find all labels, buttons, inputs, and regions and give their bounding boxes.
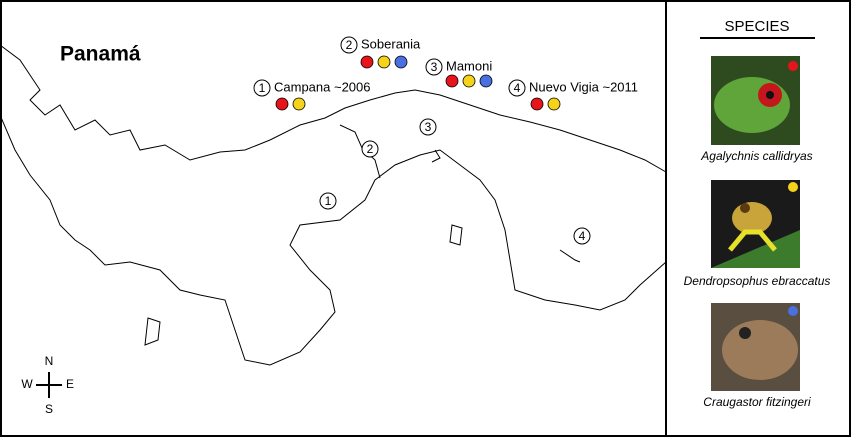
species-dot bbox=[292, 97, 306, 111]
site-number-circle bbox=[425, 58, 443, 76]
site-label: Campana ~2006 bbox=[274, 79, 371, 94]
site-number: 4 bbox=[579, 229, 586, 243]
species-dot bbox=[547, 97, 561, 111]
species-dot bbox=[788, 182, 798, 192]
site-number-circle bbox=[319, 192, 337, 210]
species-name: Craugastor fitzingeri bbox=[703, 395, 811, 409]
species-dot bbox=[377, 55, 391, 69]
compass-west: W bbox=[21, 377, 33, 391]
species-name: Dendropsophus ebraccatus bbox=[684, 274, 831, 288]
site-number: 1 bbox=[259, 81, 266, 95]
site-label: Soberania bbox=[361, 36, 421, 51]
site-number-circle bbox=[253, 79, 271, 97]
compass-south: S bbox=[45, 402, 53, 416]
site-number: 3 bbox=[425, 120, 432, 134]
site-number-circle bbox=[361, 140, 379, 158]
site-label: Mamoni bbox=[446, 58, 492, 73]
site-number: 4 bbox=[514, 81, 521, 95]
species-name: Agalychnis callidryas bbox=[700, 149, 812, 163]
compass-north: N bbox=[45, 354, 54, 368]
species-dot bbox=[394, 55, 408, 69]
site-number-circle bbox=[419, 118, 437, 136]
site-number: 2 bbox=[346, 38, 353, 52]
species-dot bbox=[445, 74, 459, 88]
map-title: Panamá bbox=[60, 43, 141, 66]
species-dot bbox=[788, 61, 798, 71]
legend-title: SPECIES bbox=[724, 18, 789, 35]
map-outline bbox=[0, 44, 667, 366]
site-number: 1 bbox=[325, 194, 332, 208]
site-number-circle bbox=[508, 79, 526, 97]
photo bbox=[711, 303, 800, 391]
compass: N S E W bbox=[21, 354, 74, 416]
photo bbox=[711, 180, 800, 268]
species-dot bbox=[360, 55, 374, 69]
site-number-circle bbox=[340, 36, 358, 54]
compass-east: E bbox=[66, 377, 74, 391]
site-label: Nuevo Vigia ~2011 bbox=[529, 79, 638, 94]
species-dot bbox=[462, 74, 476, 88]
photo bbox=[711, 56, 800, 145]
species-dot bbox=[530, 97, 544, 111]
species-dot bbox=[479, 74, 493, 88]
site-number: 3 bbox=[431, 60, 438, 74]
species-dot bbox=[275, 97, 289, 111]
species-dot bbox=[788, 306, 798, 316]
site-number: 2 bbox=[367, 142, 374, 156]
site-number-circle bbox=[573, 227, 591, 245]
